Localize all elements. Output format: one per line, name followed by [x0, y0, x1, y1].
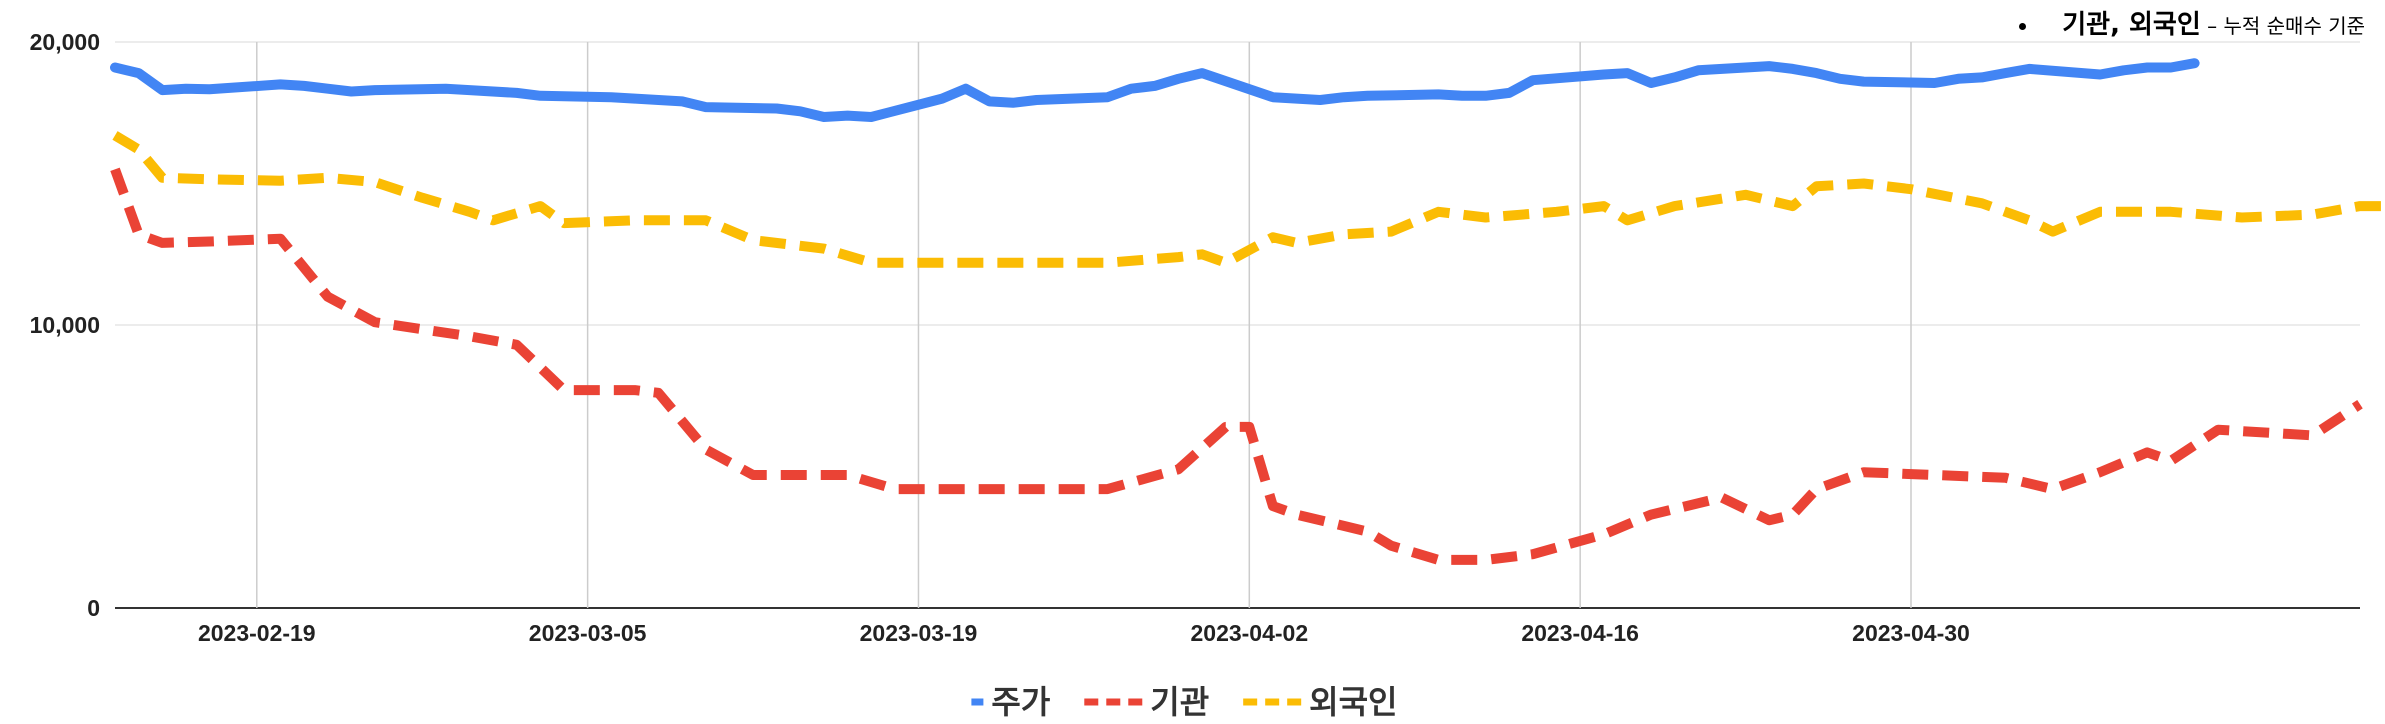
grid — [115, 41, 2360, 609]
legend: 주가 기관 외국인 — [971, 683, 1398, 721]
y-tick-label: 20,000 — [30, 29, 100, 55]
bullet-icon — [2019, 22, 2027, 30]
x-tick-label: 2023-02-19 — [198, 620, 316, 646]
annotation-note: 기관, 외국인 – 누적 순매수 기준 — [2019, 4, 2365, 41]
legend-label: 주가 — [991, 683, 1050, 721]
series-line-주가 — [110, 58, 2200, 122]
x-tick-label: 2023-04-30 — [1852, 620, 1970, 646]
axes: 0 10,000 20,000 2023-02-19 2023-03-05 2023-03… — [30, 29, 1970, 646]
y-tick-label: 10,000 — [30, 312, 100, 338]
x-tick-label: 2023-03-05 — [529, 620, 647, 646]
series-line-외국인 — [112, 131, 2385, 268]
x-tick-label: 2023-04-02 — [1190, 620, 1308, 646]
series-lines — [110, 58, 2385, 565]
legend-label: 외국인 — [1309, 683, 1397, 721]
x-tick-label: 2023-04-16 — [1521, 620, 1639, 646]
note-bold: 기관, 외국인 — [2062, 10, 2201, 40]
series-line-기관 — [110, 167, 2363, 565]
note-rest: – 누적 순매수 기준 — [2200, 14, 2365, 38]
legend-label: 기관 — [1150, 683, 1209, 721]
y-tick-label: 0 — [87, 595, 100, 621]
x-tick-label: 2023-03-19 — [860, 620, 978, 646]
